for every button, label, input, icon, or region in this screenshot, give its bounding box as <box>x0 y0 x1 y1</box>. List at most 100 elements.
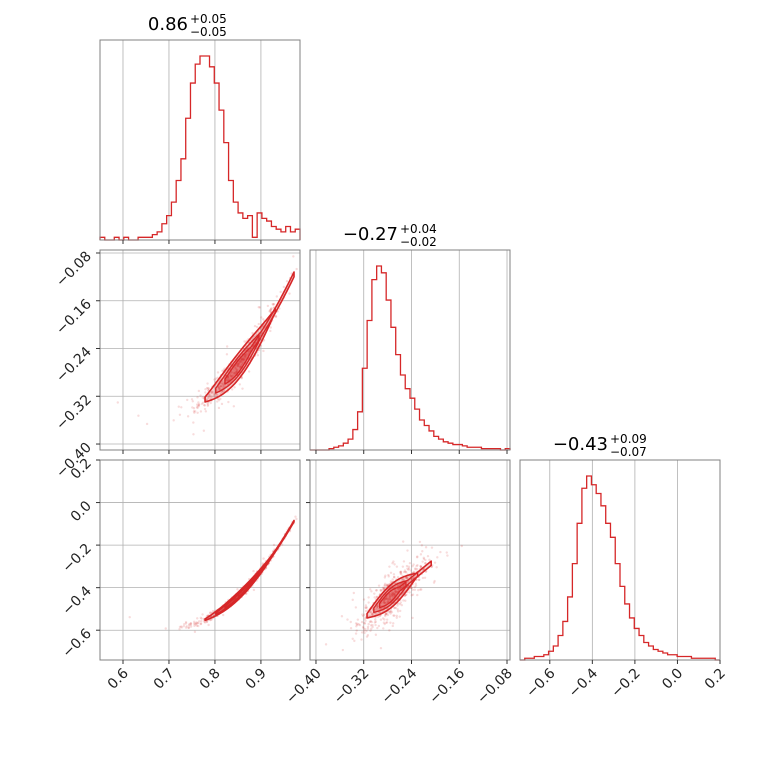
sample-point <box>395 591 398 594</box>
sample-point <box>355 629 358 632</box>
sample-point <box>401 578 405 581</box>
sample-point <box>385 597 389 600</box>
sample-point <box>382 586 385 590</box>
sample-point <box>186 398 189 402</box>
sample-point <box>411 565 414 568</box>
sample-point <box>385 621 389 624</box>
sample-point <box>388 595 391 598</box>
sample-point <box>232 368 236 372</box>
sample-point <box>369 624 373 627</box>
sample-point <box>368 620 372 624</box>
sample-point <box>388 629 391 632</box>
sample-point <box>384 574 387 577</box>
sample-point <box>363 621 366 625</box>
scatter-panel-2 <box>324 540 463 652</box>
sample-point <box>206 404 210 407</box>
sample-point <box>408 591 411 594</box>
sample-point <box>382 599 385 603</box>
sample-point <box>412 570 416 574</box>
sample-point <box>189 623 193 626</box>
sample-point <box>363 622 367 625</box>
sample-point <box>229 376 233 379</box>
sample-point <box>412 563 415 566</box>
sample-point <box>373 608 377 612</box>
sample-point <box>236 362 239 366</box>
sample-point <box>433 579 436 583</box>
sample-point <box>341 648 345 652</box>
sample-point <box>128 615 131 619</box>
y-tick-label: 0.0 <box>68 498 95 525</box>
scatter-panel-0 <box>116 255 298 436</box>
sample-point <box>391 594 395 598</box>
sample-point <box>399 570 403 573</box>
sample-point <box>403 569 407 572</box>
sample-point <box>241 358 244 361</box>
sample-point <box>207 396 210 400</box>
contour-level <box>204 519 295 622</box>
sample-point <box>240 358 243 362</box>
sample-point <box>239 360 243 364</box>
sample-point <box>376 605 379 608</box>
sample-point <box>203 620 206 624</box>
diag-title-minus: −0.02 <box>400 235 437 249</box>
sample-point <box>178 625 182 629</box>
sample-point <box>245 353 248 356</box>
sample-point <box>274 315 278 318</box>
sample-point <box>391 592 395 595</box>
sample-point <box>386 597 389 601</box>
sample-point <box>237 364 240 367</box>
sample-point <box>275 295 279 298</box>
sample-point <box>216 397 220 401</box>
sample-point <box>242 358 246 361</box>
sample-point <box>205 620 209 624</box>
sample-point <box>366 634 370 637</box>
sample-point <box>376 626 379 630</box>
sample-point <box>381 586 385 589</box>
sample-point <box>383 582 387 586</box>
sample-point <box>349 620 352 624</box>
sample-point <box>355 625 358 628</box>
sample-point <box>391 593 394 597</box>
contour-level <box>204 271 295 403</box>
sample-point <box>390 593 394 596</box>
y-tick-label: −0.08 <box>53 248 95 290</box>
sample-point <box>370 620 373 624</box>
sample-point <box>393 614 396 617</box>
contour-level <box>224 571 260 609</box>
sample-point <box>207 387 210 390</box>
sample-point <box>446 554 449 557</box>
sample-point <box>416 555 419 558</box>
sample-point <box>230 375 233 378</box>
sample-point <box>399 609 402 613</box>
sample-point <box>401 585 405 588</box>
sample-point <box>426 554 430 558</box>
sample-point <box>233 372 237 375</box>
sample-point <box>183 622 186 626</box>
sample-point <box>361 631 364 634</box>
sample-point <box>221 369 224 373</box>
sample-point <box>237 362 241 365</box>
sample-point <box>417 578 421 582</box>
sample-point <box>396 576 400 579</box>
sample-point <box>269 310 272 313</box>
sample-point <box>384 614 387 618</box>
x-tick-label: −0.24 <box>379 665 421 707</box>
sample-point <box>376 605 379 608</box>
sample-point <box>376 605 379 609</box>
sample-point <box>392 560 395 563</box>
sample-point <box>192 410 196 413</box>
sample-point <box>391 591 394 595</box>
sample-point <box>271 302 274 306</box>
sample-point <box>219 384 222 388</box>
sample-point <box>197 620 201 623</box>
sample-point <box>418 540 422 544</box>
sample-point <box>396 604 399 607</box>
sample-point <box>384 612 388 615</box>
sample-point <box>244 353 247 357</box>
sample-point <box>393 593 396 596</box>
sample-point <box>383 598 386 602</box>
sample-point <box>206 402 209 405</box>
sample-point <box>392 592 396 595</box>
sample-point <box>402 570 406 574</box>
sample-point <box>243 355 246 359</box>
